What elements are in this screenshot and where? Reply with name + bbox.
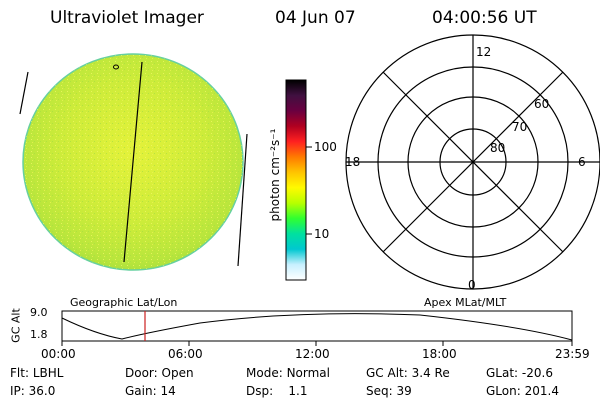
footer-dsp: Dsp: 1.1 — [246, 384, 308, 398]
timeline-caption-right: Apex MLat/MLT — [424, 296, 507, 309]
timeline-y-tick-low: 1.8 — [30, 328, 48, 341]
colorbar — [285, 79, 312, 281]
mlt-label-6: 6 — [578, 155, 586, 169]
footer-glon: GLon: 201.4 — [486, 384, 559, 398]
timeline-y-label: GC Alt — [9, 308, 23, 343]
colorbar-unit-label: photon cm⁻²s⁻¹ — [268, 128, 282, 222]
footer-flt: Flt: LBHL — [10, 366, 64, 380]
date-label: 04 Jun 07 — [275, 8, 356, 28]
mlt-label-18: 18 — [345, 155, 361, 169]
limb-line-left — [19, 71, 29, 115]
x-label-0: 00:00 — [41, 347, 76, 361]
footer-ip: IP: 36.0 — [10, 384, 56, 398]
app-title: Ultraviolet Imager — [50, 8, 204, 28]
polar-grid — [345, 34, 600, 290]
footer-glat: GLat: -20.6 — [486, 366, 553, 380]
mlt-label-12: 12 — [476, 45, 492, 59]
lat-label-80: 80 — [490, 141, 506, 155]
altitude-curve — [61, 313, 573, 341]
terminator-line — [123, 61, 143, 263]
subsolar-marker — [113, 64, 119, 70]
timeline-y-tick-high: 9.0 — [30, 306, 48, 319]
footer-gc-alt: GC Alt: 3.4 Re — [366, 366, 450, 380]
uv-image — [19, 53, 248, 271]
mlt-label-0: 0 — [468, 278, 476, 292]
footer-mode: Mode: Normal — [246, 366, 330, 380]
x-label-18: 18:00 — [422, 347, 457, 361]
footer-seq: Seq: 39 — [366, 384, 412, 398]
polar-diagonal-2 — [382, 71, 564, 253]
timeline-frame — [61, 310, 573, 342]
lat-label-70: 70 — [512, 120, 528, 134]
footer-gain: Gain: 14 — [125, 384, 176, 398]
footer-door: Door: Open — [125, 366, 194, 380]
colorbar-label-10: 10 — [314, 227, 330, 241]
lat-label-60: 60 — [534, 97, 550, 111]
time-label: 04:00:56 UT — [432, 8, 537, 28]
x-label-24: 23:59 — [555, 347, 590, 361]
x-label-12: 12:00 — [295, 347, 330, 361]
x-label-6: 06:00 — [168, 347, 203, 361]
colorbar-label-100: 100 — [314, 140, 337, 154]
limb-line-right — [237, 133, 248, 267]
timeline-caption-left: Geographic Lat/Lon — [70, 296, 178, 309]
timeline-plot — [61, 310, 573, 346]
colorbar-rect — [285, 79, 307, 281]
